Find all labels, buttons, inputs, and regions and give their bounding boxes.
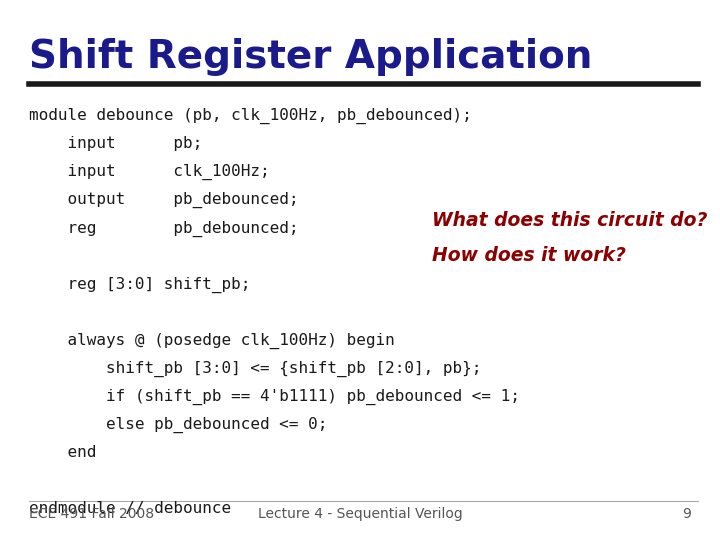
Text: What does this circuit do?: What does this circuit do? (432, 211, 707, 229)
Text: else pb_debounced <= 0;: else pb_debounced <= 0; (29, 417, 327, 433)
Text: reg        pb_debounced;: reg pb_debounced; (29, 220, 298, 237)
Text: shift_pb [3:0] <= {shift_pb [2:0], pb};: shift_pb [3:0] <= {shift_pb [2:0], pb}; (29, 361, 481, 377)
Text: input      pb;: input pb; (29, 136, 202, 151)
Text: 9: 9 (683, 507, 691, 521)
Text: always @ (posedge clk_100Hz) begin: always @ (posedge clk_100Hz) begin (29, 333, 395, 349)
Text: reg [3:0] shift_pb;: reg [3:0] shift_pb; (29, 276, 250, 293)
Text: Lecture 4 - Sequential Verilog: Lecture 4 - Sequential Verilog (258, 507, 462, 521)
Text: Shift Register Application: Shift Register Application (29, 38, 592, 76)
Text: How does it work?: How does it work? (432, 246, 626, 265)
Text: end: end (29, 445, 96, 460)
Text: output     pb_debounced;: output pb_debounced; (29, 192, 298, 208)
Text: ECE 491 Fall 2008: ECE 491 Fall 2008 (29, 507, 154, 521)
Text: if (shift_pb == 4'b1111) pb_debounced <= 1;: if (shift_pb == 4'b1111) pb_debounced <=… (29, 389, 520, 405)
Text: input      clk_100Hz;: input clk_100Hz; (29, 164, 269, 180)
Text: module debounce (pb, clk_100Hz, pb_debounced);: module debounce (pb, clk_100Hz, pb_debou… (29, 108, 472, 124)
Text: endmodule // debounce: endmodule // debounce (29, 501, 231, 516)
